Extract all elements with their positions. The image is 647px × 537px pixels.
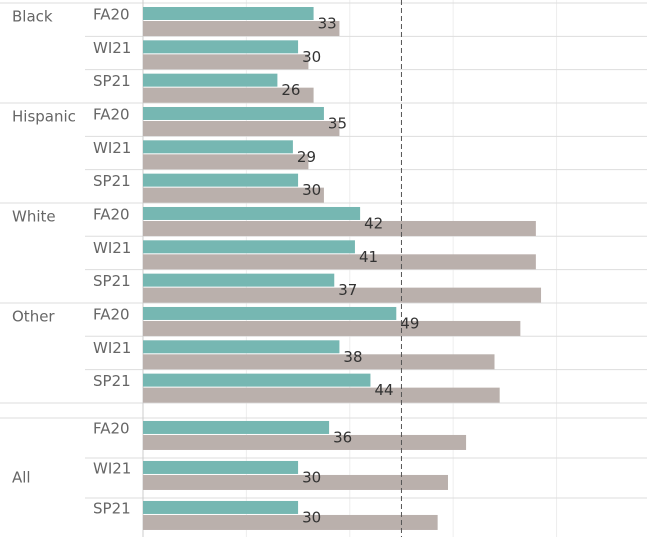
bar [143,373,371,387]
value-label: 42 [364,214,383,232]
bar [143,40,299,54]
bar [143,500,299,514]
bar [143,240,355,254]
value-label: 38 [343,348,362,366]
bar [143,154,309,170]
category-label: WI21 [93,39,131,57]
category-label: SP21 [93,72,131,90]
bar [143,514,438,530]
bar [143,87,314,103]
bar [143,387,500,403]
bar [143,474,448,490]
value-label: 30 [302,48,321,66]
bar [143,354,495,370]
category-label: FA20 [93,6,130,24]
bar [143,254,536,270]
group-label: All [12,468,31,486]
bar [143,106,324,120]
category-label: FA20 [93,205,130,223]
bar [143,434,467,450]
group-label: Hispanic [12,107,76,125]
group-label: Other [12,307,55,325]
bar [143,54,309,70]
bar [143,273,335,287]
value-label: 36 [333,428,352,446]
category-label: FA20 [93,305,130,323]
category-label: SP21 [93,499,131,517]
group-label: White [12,207,56,225]
group-label: Black [12,8,53,26]
category-label: SP21 [93,372,131,390]
bar [143,21,340,36]
category-label: SP21 [93,272,131,290]
category-label: FA20 [93,105,130,123]
bar [143,73,278,87]
bar [143,340,340,354]
value-label: 30 [302,181,321,199]
value-label: 35 [328,114,347,132]
bar [143,187,324,203]
value-label: 41 [359,248,378,266]
value-label: 44 [374,381,393,399]
category-label: WI21 [93,459,131,477]
bar [143,7,314,20]
bar [143,306,397,320]
value-label: 30 [302,508,321,526]
category-label: WI21 [93,239,131,257]
value-label: 26 [281,81,300,99]
bar [143,420,330,434]
value-label: 37 [338,281,357,299]
category-label: WI21 [93,339,131,357]
value-label: 33 [318,15,337,33]
category-label: FA20 [93,419,130,437]
bar [143,206,361,220]
bar [143,173,299,187]
value-label: 49 [400,314,419,332]
bar [143,287,542,303]
bar [143,140,293,154]
value-label: 29 [297,148,316,166]
bar [143,320,521,336]
bar [143,460,299,474]
value-label: 30 [302,468,321,486]
bar [143,120,340,136]
category-label: SP21 [93,172,131,190]
bar [143,220,536,236]
category-label: WI21 [93,139,131,157]
